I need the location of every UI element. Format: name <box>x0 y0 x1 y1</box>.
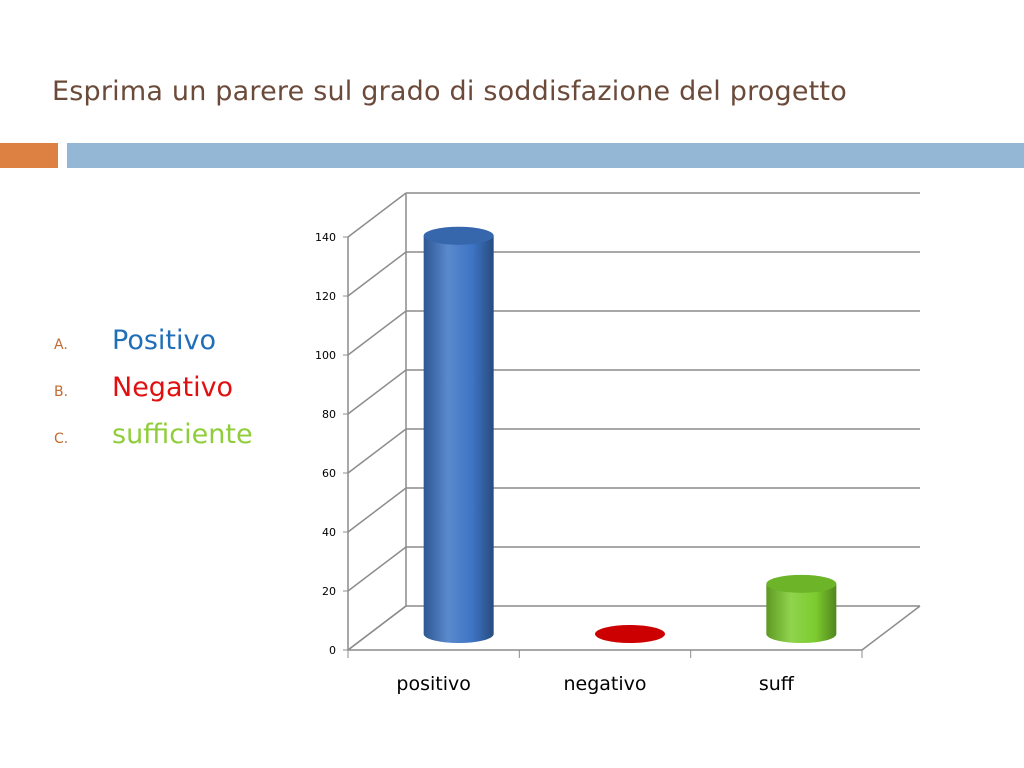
bar-body <box>423 235 494 643</box>
gridline-diagonal <box>347 546 407 592</box>
option-b: B. Negativo <box>54 372 253 419</box>
option-letter: C. <box>54 431 69 447</box>
gridline-diagonal <box>347 251 407 297</box>
header-band <box>67 143 1024 168</box>
y-tick-label: 100 <box>315 349 336 362</box>
y-tick-label: 120 <box>315 290 336 303</box>
bar-top <box>595 625 665 643</box>
option-letter: B. <box>54 384 69 400</box>
y-tick-label: 0 <box>329 644 336 657</box>
y-tick-label: 80 <box>322 408 336 421</box>
option-text: Positivo <box>112 325 216 356</box>
bar-top <box>423 226 494 245</box>
bar-positivo <box>423 226 494 643</box>
gridline-diagonal <box>347 428 407 474</box>
gridline-diagonal <box>347 310 407 356</box>
gridline-diagonal <box>347 192 407 238</box>
option-letter: A. <box>54 337 68 353</box>
slide-title: Esprima un parere sul grado di soddisfaz… <box>52 76 847 107</box>
floor-right-edge <box>861 605 921 651</box>
chart-labels: 0 20 40 60 80 100 120 140 positivo negativo suff <box>315 231 795 695</box>
x-category-label: suff <box>759 673 795 695</box>
bar-body <box>766 583 837 643</box>
y-tick-label: 40 <box>322 526 336 539</box>
x-category-label: negativo <box>563 673 646 695</box>
y-tick-label: 60 <box>322 467 336 480</box>
chart-axis <box>343 236 863 658</box>
gridline-diagonal <box>347 369 407 415</box>
option-c: C. sufficiente <box>54 419 253 466</box>
x-category-label: positivo <box>396 673 470 695</box>
option-text: sufficiente <box>112 419 253 450</box>
option-text: Negativo <box>112 372 234 403</box>
y-tick-label: 140 <box>315 231 336 244</box>
y-tick-label: 20 <box>322 585 336 598</box>
accent-bar <box>0 143 58 168</box>
gridline-diagonal <box>347 605 407 651</box>
bar-top <box>766 574 837 593</box>
gridline-diagonal <box>347 487 407 533</box>
chart-bars <box>423 226 837 643</box>
bar-suff <box>766 574 837 643</box>
bar-negativo <box>595 625 665 643</box>
answer-list: A. Positivo B. Negativo C. sufficiente <box>54 325 253 466</box>
option-a: A. Positivo <box>54 325 253 372</box>
